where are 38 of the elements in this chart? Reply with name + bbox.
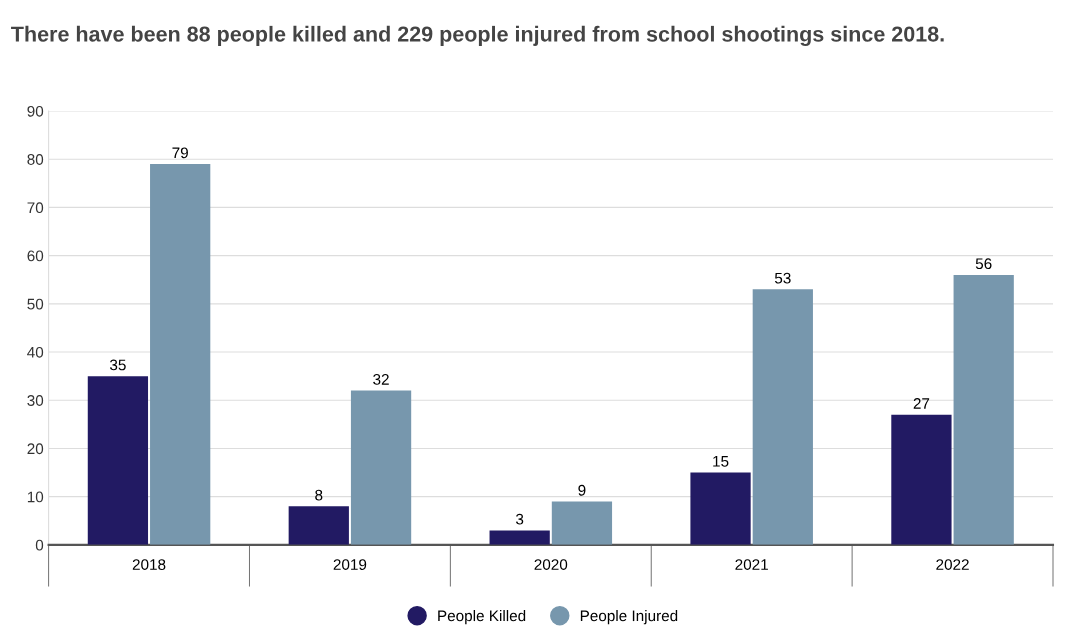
bar xyxy=(288,506,349,545)
y-tick-label: 60 xyxy=(27,250,44,262)
x-tick-label: 2018 xyxy=(132,559,166,570)
y-tick-label: 90 xyxy=(27,105,44,117)
y-tick-label: 0 xyxy=(35,539,44,551)
x-tick-label: 2019 xyxy=(333,559,367,570)
y-tick-label: 80 xyxy=(27,154,44,165)
chart-title: There have been 88 people killed and 229 people injured from school shootings since 2018. xyxy=(11,25,944,47)
bar xyxy=(87,376,149,545)
data-label: 27 xyxy=(913,398,930,409)
bar xyxy=(551,501,613,545)
y-tick-label: 10 xyxy=(27,491,44,503)
y-tick-label: 30 xyxy=(27,395,44,406)
x-tick-label: 2021 xyxy=(735,559,768,570)
bar xyxy=(891,414,952,545)
data-label: 9 xyxy=(578,484,586,496)
data-label: 56 xyxy=(975,258,992,270)
data-label: 8 xyxy=(315,489,323,501)
bar xyxy=(690,472,751,545)
y-tick-label: 40 xyxy=(27,346,44,358)
y-tick-label: 70 xyxy=(27,202,44,214)
x-tick-label: 2022 xyxy=(936,559,969,570)
data-label: 79 xyxy=(172,147,188,159)
bar xyxy=(489,530,550,545)
x-tick-label: 2020 xyxy=(534,559,568,570)
bar xyxy=(953,274,1014,545)
data-label: 35 xyxy=(109,359,126,371)
y-tick-label: 50 xyxy=(27,298,44,310)
bar xyxy=(752,289,813,545)
data-label: 53 xyxy=(774,272,791,284)
y-tick-label: 20 xyxy=(27,443,44,455)
bar xyxy=(150,164,211,545)
data-label: 32 xyxy=(373,373,389,385)
bar xyxy=(350,390,412,545)
legend-label: People Killed xyxy=(438,610,526,625)
legend-label: People Injured xyxy=(580,610,678,625)
data-label: 3 xyxy=(516,513,524,525)
data-label: 15 xyxy=(713,456,729,467)
